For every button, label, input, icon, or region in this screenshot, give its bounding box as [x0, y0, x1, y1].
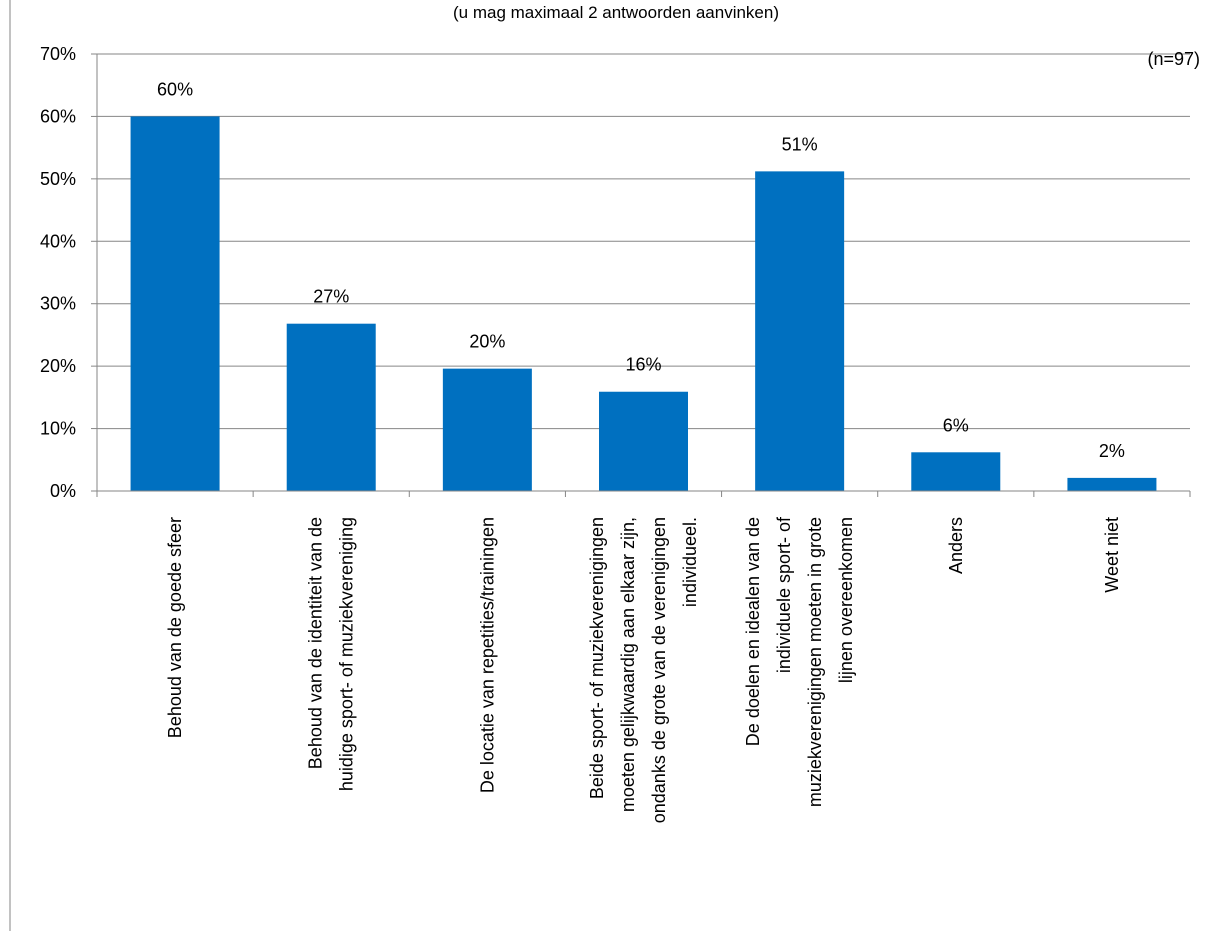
- data-label: 16%: [625, 355, 661, 375]
- category-label: Beide sport- of muziekverenigingen moeten…: [587, 517, 700, 823]
- y-tick-label: 40%: [40, 231, 76, 251]
- gridlines: [97, 53, 1190, 430]
- category-label: Anders: [946, 517, 966, 574]
- category-label-line: Behoud van de identiteit van de: [306, 517, 326, 769]
- data-label: 27%: [313, 287, 349, 307]
- category-label-line: huidige sport- of muziekvereniging: [337, 517, 357, 791]
- category-label-line: Beide sport- of muziekverenigingen: [587, 517, 607, 799]
- bar: [911, 452, 1001, 491]
- data-label: 2%: [1099, 441, 1125, 461]
- y-axis: 0% 10% 20% 30% 40% 50% 60% 70%: [40, 44, 98, 501]
- chart-subtitle: (u mag maximaal 2 antwoorden aanvinken): [453, 3, 779, 22]
- y-tick-label: 70%: [40, 44, 76, 64]
- category-label-line: ondanks de grote van de verenigingen: [649, 517, 669, 823]
- category-label: Behoud van de goede sfeer: [165, 517, 185, 738]
- category-label: Weet niet: [1102, 517, 1122, 593]
- data-label: 6%: [943, 415, 969, 435]
- category-label-line: individuele sport- of: [774, 516, 794, 673]
- data-label: 51%: [782, 134, 818, 154]
- bar: [1067, 477, 1157, 491]
- bar: [130, 116, 220, 491]
- category-label: De locatie van repetities/trainingen: [477, 517, 497, 793]
- sample-size-note: (n=97): [1147, 49, 1200, 69]
- category-label-line: muziekverenigingen moeten in grote: [805, 517, 825, 807]
- category-label: Behoud van de identiteit van de huidige s…: [306, 517, 357, 791]
- bar: [755, 171, 845, 491]
- bar: [442, 368, 532, 491]
- y-tick-label: 0%: [50, 481, 76, 501]
- bar: [286, 323, 376, 491]
- data-label: 60%: [157, 79, 193, 99]
- x-axis: Behoud van de goede sfeer Behoud van de i…: [96, 490, 1191, 823]
- data-label: 20%: [469, 332, 505, 352]
- y-tick-label: 20%: [40, 356, 76, 376]
- category-label-line: De doelen en idealen van de: [743, 517, 763, 746]
- y-tick-label: 50%: [40, 169, 76, 189]
- y-tick-label: 30%: [40, 294, 76, 314]
- category-label: De doelen en idealen van de individuele s…: [743, 516, 856, 807]
- category-label-line: De locatie van repetities/trainingen: [477, 517, 497, 793]
- category-label-line: Weet niet: [1102, 517, 1122, 593]
- category-label-line: Behoud van de goede sfeer: [165, 517, 185, 738]
- y-tick-label: 10%: [40, 419, 76, 439]
- chart-frame: [9, 0, 11, 931]
- category-label-line: lijnen overeenkomen: [836, 517, 856, 683]
- category-label-line: Anders: [946, 517, 966, 574]
- bars: 60% 27% 20% 16% 51% 6% 2%: [130, 79, 1157, 491]
- category-label-line: individueel.: [680, 517, 700, 607]
- bar: [598, 391, 689, 491]
- category-label-line: moeten gelijkwaardig aan elkaar zijn,: [618, 517, 638, 812]
- y-tick-label: 60%: [40, 106, 76, 126]
